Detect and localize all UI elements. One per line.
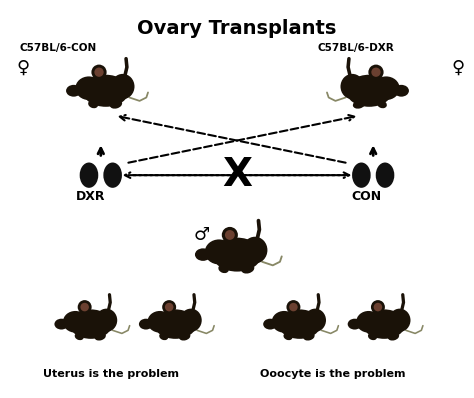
Ellipse shape — [376, 162, 394, 188]
Ellipse shape — [374, 303, 382, 311]
Text: ♀: ♀ — [452, 59, 465, 77]
Ellipse shape — [88, 100, 98, 108]
Ellipse shape — [242, 237, 267, 263]
Ellipse shape — [180, 308, 202, 332]
Ellipse shape — [241, 264, 255, 273]
Ellipse shape — [286, 300, 301, 314]
Text: Ooocyte is the problem: Ooocyte is the problem — [260, 369, 405, 379]
Ellipse shape — [139, 319, 153, 330]
Text: ♂: ♂ — [193, 226, 210, 244]
Ellipse shape — [346, 75, 392, 107]
Text: ♀: ♀ — [16, 59, 29, 77]
Ellipse shape — [205, 240, 233, 264]
Ellipse shape — [340, 74, 364, 99]
Ellipse shape — [278, 309, 321, 339]
Ellipse shape — [225, 230, 235, 240]
Ellipse shape — [147, 311, 172, 333]
Ellipse shape — [304, 308, 326, 332]
Ellipse shape — [159, 333, 168, 340]
Ellipse shape — [96, 308, 117, 332]
Text: X: X — [222, 156, 252, 194]
Text: C57BL/6-CON: C57BL/6-CON — [19, 43, 97, 53]
Text: Ovary Transplants: Ovary Transplants — [137, 19, 337, 38]
Ellipse shape — [219, 265, 229, 273]
Ellipse shape — [94, 332, 106, 341]
Text: CON: CON — [351, 190, 382, 203]
Text: Uterus is the problem: Uterus is the problem — [43, 369, 179, 379]
Ellipse shape — [55, 319, 68, 330]
Ellipse shape — [283, 333, 292, 340]
Ellipse shape — [368, 64, 383, 80]
Ellipse shape — [103, 162, 122, 188]
Ellipse shape — [389, 308, 410, 332]
Ellipse shape — [111, 74, 135, 99]
Ellipse shape — [356, 311, 381, 333]
Ellipse shape — [352, 162, 371, 188]
Ellipse shape — [222, 227, 238, 243]
Ellipse shape — [82, 75, 129, 107]
Ellipse shape — [91, 64, 107, 80]
Ellipse shape — [348, 319, 362, 330]
Ellipse shape — [195, 248, 211, 261]
Ellipse shape — [109, 100, 122, 109]
Ellipse shape — [394, 85, 409, 97]
Ellipse shape — [179, 332, 191, 341]
Ellipse shape — [368, 333, 377, 340]
Ellipse shape — [80, 162, 98, 188]
Ellipse shape — [66, 85, 81, 97]
Ellipse shape — [81, 303, 89, 311]
Text: DXR: DXR — [76, 190, 105, 203]
Ellipse shape — [388, 332, 399, 341]
Ellipse shape — [78, 300, 91, 314]
Ellipse shape — [162, 300, 176, 314]
Ellipse shape — [377, 100, 387, 108]
Ellipse shape — [353, 100, 365, 109]
Ellipse shape — [263, 319, 277, 330]
Ellipse shape — [154, 309, 197, 339]
Ellipse shape — [75, 333, 84, 340]
Ellipse shape — [272, 311, 297, 333]
Text: C57BL/6-DXR: C57BL/6-DXR — [318, 43, 394, 53]
Ellipse shape — [94, 68, 104, 77]
Ellipse shape — [303, 332, 315, 341]
Ellipse shape — [371, 68, 381, 77]
Ellipse shape — [371, 300, 385, 314]
Ellipse shape — [63, 311, 88, 333]
Ellipse shape — [165, 303, 173, 311]
Ellipse shape — [363, 309, 405, 339]
Ellipse shape — [212, 238, 262, 271]
Ellipse shape — [373, 76, 400, 100]
Ellipse shape — [70, 309, 112, 339]
Ellipse shape — [289, 303, 298, 311]
Ellipse shape — [75, 76, 102, 100]
